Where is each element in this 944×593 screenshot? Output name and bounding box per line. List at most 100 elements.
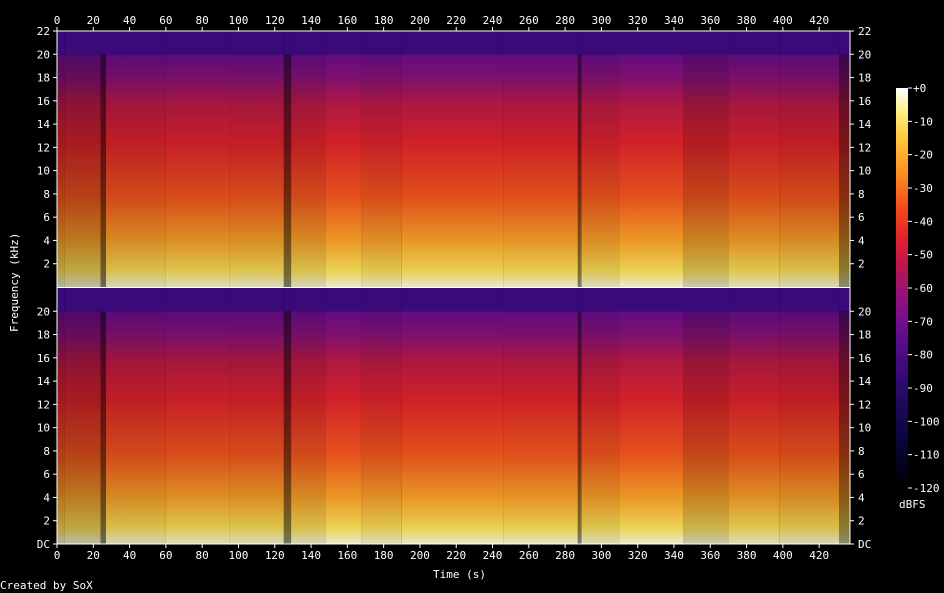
y-tick-label-right-1-10: 20 bbox=[858, 305, 871, 318]
y-tick-label-left-0-7: 8 bbox=[43, 188, 50, 201]
segment-top-1-13 bbox=[581, 288, 620, 312]
segment-top-0-2 bbox=[100, 31, 106, 55]
y-tick-label-right-1-5: 10 bbox=[858, 422, 871, 435]
segment-body-1-8 bbox=[325, 311, 362, 544]
colorbar-tick-label-8: -80 bbox=[913, 349, 933, 362]
segment-body-1-5 bbox=[229, 311, 284, 544]
segment-body-1-16 bbox=[728, 311, 780, 544]
segment-body-0-15 bbox=[683, 54, 729, 287]
x-tick-label-bottom-15: 300 bbox=[591, 549, 611, 562]
segment-body-0-3 bbox=[105, 54, 166, 287]
segment-body-0-2 bbox=[100, 54, 106, 287]
y-tick-label-left-0-2: 18 bbox=[37, 72, 50, 85]
y-tick-label-left-1-3: 6 bbox=[43, 468, 50, 481]
colorbar-gradient bbox=[896, 88, 908, 488]
y-tick-label-right-1-1: 2 bbox=[858, 515, 865, 528]
segment-top-1-17 bbox=[779, 288, 840, 312]
x-tick-label-top-11: 220 bbox=[446, 14, 466, 27]
segment-body-0-9 bbox=[361, 54, 402, 287]
x-tick-label-top-12: 240 bbox=[483, 14, 503, 27]
segment-body-1-10 bbox=[401, 311, 504, 544]
segment-body-1-6 bbox=[283, 311, 292, 544]
segment-body-0-4 bbox=[165, 54, 230, 287]
segment-top-0-5 bbox=[229, 31, 284, 55]
segment-body-1-17 bbox=[779, 311, 840, 544]
colorbar-tick-label-9: -90 bbox=[913, 382, 933, 395]
segment-body-0-5 bbox=[229, 54, 284, 287]
x-tick-label-bottom-17: 340 bbox=[664, 549, 684, 562]
x-tick-label-bottom-5: 100 bbox=[229, 549, 249, 562]
segment-body-1-11 bbox=[503, 311, 578, 544]
channel-1-panel bbox=[57, 31, 850, 287]
x-tick-label-top-6: 120 bbox=[265, 14, 285, 27]
y-tick-label-left-1-8: 16 bbox=[37, 352, 50, 365]
segment-body-1-18 bbox=[839, 311, 850, 544]
x-tick-label-top-17: 340 bbox=[664, 14, 684, 27]
segment-top-0-6 bbox=[283, 31, 292, 55]
channel-2-panel bbox=[57, 288, 850, 544]
segment-body-0-12 bbox=[577, 54, 582, 287]
segment-body-1-15 bbox=[683, 311, 729, 544]
y-tick-label-left-0-6: 10 bbox=[37, 165, 50, 178]
segment-body-1-4 bbox=[165, 311, 230, 544]
colorbar-tick-label-10: -100 bbox=[913, 415, 940, 428]
y-tick-label-left-1-9: 18 bbox=[37, 329, 50, 342]
segment-body-0-16 bbox=[728, 54, 780, 287]
x-tick-label-top-21: 420 bbox=[809, 14, 829, 27]
x-tick-label-bottom-6: 120 bbox=[265, 549, 285, 562]
segment-top-0-0 bbox=[57, 31, 65, 55]
segment-top-1-11 bbox=[503, 288, 578, 312]
x-tick-label-top-20: 400 bbox=[773, 14, 793, 27]
segment-top-1-4 bbox=[165, 288, 230, 312]
colorbar-tick-label-4: -40 bbox=[913, 215, 933, 228]
colorbar-tick-label-2: -20 bbox=[913, 149, 933, 162]
x-tick-label-top-19: 380 bbox=[737, 14, 757, 27]
x-tick-label-top-10: 200 bbox=[410, 14, 430, 27]
y-tick-label-left-0-9: 4 bbox=[43, 234, 50, 247]
segment-top-1-18 bbox=[839, 288, 850, 312]
y-tick-label-right-0-5: 12 bbox=[858, 141, 871, 154]
y-tick-label-right-0-6: 10 bbox=[858, 165, 871, 178]
y-tick-label-right-0-7: 8 bbox=[858, 188, 865, 201]
segment-top-1-2 bbox=[100, 288, 106, 312]
x-tick-label-top-4: 80 bbox=[196, 14, 209, 27]
y-tick-label-right-0-0: 22 bbox=[858, 25, 871, 38]
x-tick-label-bottom-11: 220 bbox=[446, 549, 466, 562]
segment-top-0-7 bbox=[291, 31, 326, 55]
segment-top-1-3 bbox=[105, 288, 166, 312]
segment-top-1-0 bbox=[57, 288, 65, 312]
segment-body-0-18 bbox=[839, 54, 850, 287]
segment-top-1-10 bbox=[401, 288, 504, 312]
segment-top-0-11 bbox=[503, 31, 578, 55]
colorbar-tick-label-1: -10 bbox=[913, 115, 933, 128]
segment-top-1-15 bbox=[683, 288, 729, 312]
x-tick-label-bottom-8: 160 bbox=[337, 549, 357, 562]
colorbar-tick-label-11: -110 bbox=[913, 449, 940, 462]
y-tick-label-left-1-0: DC bbox=[37, 538, 50, 551]
y-tick-label-left-0-4: 14 bbox=[37, 118, 51, 131]
credit-text: Created by SoX bbox=[0, 579, 93, 592]
x-axis-label: Time (s) bbox=[433, 568, 486, 581]
segment-top-1-9 bbox=[361, 288, 402, 312]
segment-top-0-12 bbox=[577, 31, 582, 55]
y-tick-label-left-1-1: 2 bbox=[43, 515, 50, 528]
x-tick-label-bottom-18: 360 bbox=[700, 549, 720, 562]
x-tick-label-bottom-4: 80 bbox=[196, 549, 209, 562]
x-tick-label-top-7: 140 bbox=[301, 14, 321, 27]
x-tick-label-bottom-14: 280 bbox=[555, 549, 575, 562]
y-tick-label-left-0-10: 2 bbox=[43, 258, 50, 271]
y-tick-label-right-0-3: 16 bbox=[858, 95, 871, 108]
y-tick-label-left-0-0: 22 bbox=[37, 25, 50, 38]
y-tick-label-right-1-0: DC bbox=[858, 538, 871, 551]
x-tick-label-top-14: 280 bbox=[555, 14, 575, 27]
y-tick-label-right-0-8: 6 bbox=[858, 211, 865, 224]
x-tick-label-top-5: 100 bbox=[229, 14, 249, 27]
colorbar-tick-label-6: -60 bbox=[913, 282, 933, 295]
segment-body-0-6 bbox=[283, 54, 292, 287]
segment-top-0-3 bbox=[105, 31, 166, 55]
x-tick-label-bottom-19: 380 bbox=[737, 549, 757, 562]
segment-top-0-15 bbox=[683, 31, 729, 55]
y-tick-label-right-1-9: 18 bbox=[858, 329, 871, 342]
y-tick-label-left-0-5: 12 bbox=[37, 141, 50, 154]
segment-body-1-2 bbox=[100, 311, 106, 544]
